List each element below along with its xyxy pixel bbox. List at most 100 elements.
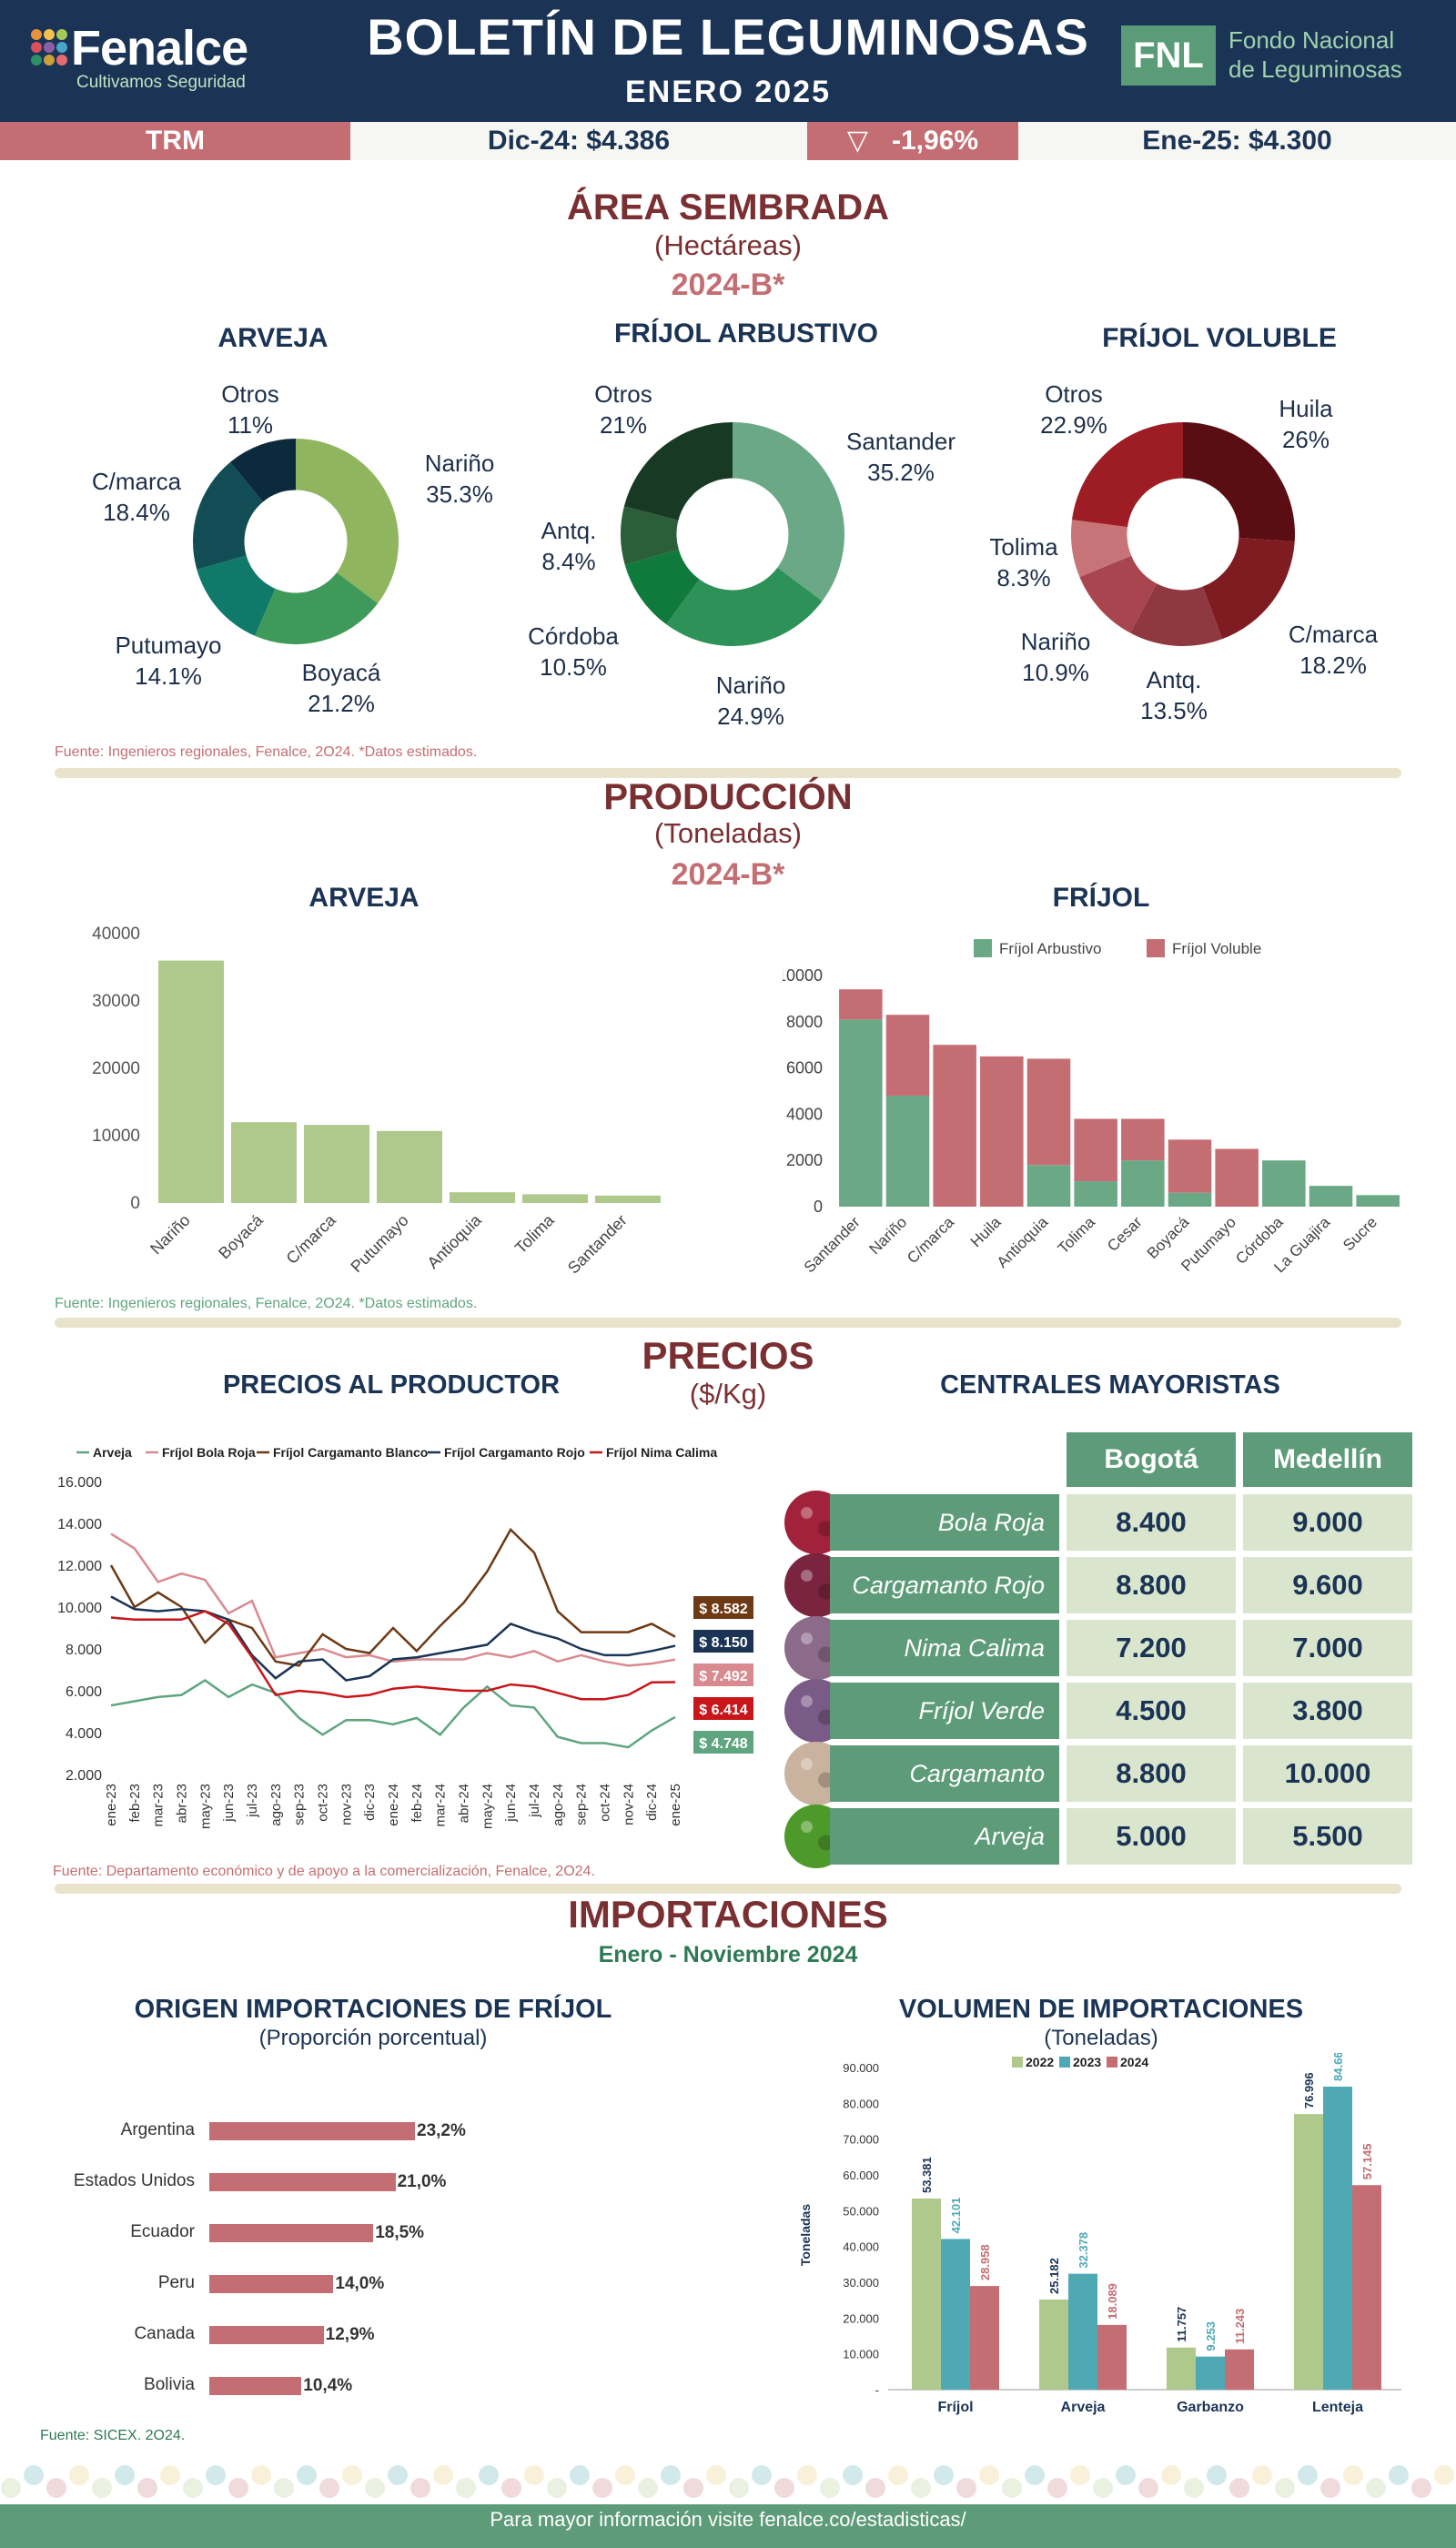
y-tick-label: 70.000 xyxy=(843,2133,879,2147)
bar xyxy=(231,1122,297,1203)
bar-chart-import-volume: 2022 2023 2024 - 10.000 20.000 30.000 40.000 50.… xyxy=(798,2053,1401,2415)
pie-label-name: Tolima xyxy=(989,533,1058,561)
pie-label: Nariño 10.9% xyxy=(1006,626,1106,688)
legend-label: Fríjol Nima Calima xyxy=(606,1445,717,1460)
trm-row: TRM Dic-24: $4.386 ▽ -1,96% Ene-25: $4.30… xyxy=(0,122,1456,160)
decor-dot xyxy=(137,2478,157,2498)
bar xyxy=(1068,2273,1097,2390)
end-value-label: $ 4.748 xyxy=(693,1731,753,1754)
pie-label: Nariño 35.3% xyxy=(400,448,519,510)
decor-dot xyxy=(1298,2465,1318,2485)
bar xyxy=(595,1195,661,1203)
x-tick-label: ago-24 xyxy=(551,1784,566,1826)
decor-dot xyxy=(92,2478,112,2498)
pie-slice xyxy=(621,506,679,565)
pie-arveja-title: ARVEJA xyxy=(217,323,329,353)
logo-dots-icon xyxy=(31,29,67,66)
bar-value-label: 11.757 xyxy=(1175,2307,1188,2342)
wholesale-price-medellin: 10.000 xyxy=(1243,1745,1412,1802)
pie-label-name: Otros xyxy=(1045,380,1103,408)
pie-slice xyxy=(666,567,823,646)
divider xyxy=(55,768,1401,778)
origin-title: ORIGEN IMPORTACIONES DE FRÍJOL xyxy=(134,1995,612,2024)
bar xyxy=(1352,2185,1381,2390)
y-tick-label: 40.000 xyxy=(843,2240,879,2254)
x-tick-label: jul-23 xyxy=(245,1784,260,1818)
decor-dot xyxy=(297,2465,317,2485)
wholesale-price-bogota: 4.500 xyxy=(1067,1683,1236,1739)
x-tick-label: Sucre xyxy=(1340,1213,1380,1254)
legend-label: Arveja xyxy=(93,1445,132,1460)
pie-label-value: 21% xyxy=(599,411,648,439)
prices-title: PRECIOS xyxy=(642,1334,814,1377)
legend-swatch xyxy=(1147,939,1165,957)
decor-dot xyxy=(1343,2465,1363,2485)
pie-label-name: Antq. xyxy=(1146,666,1202,693)
y-tick-label: 10.000 xyxy=(57,1601,102,1616)
decor-dot xyxy=(592,2478,612,2498)
legend-label: Fríjol Bola Roja xyxy=(162,1445,256,1460)
decor-dot xyxy=(1,2478,21,2498)
decor-dot xyxy=(661,2465,681,2485)
bar-value-label: 32.378 xyxy=(1077,2232,1090,2269)
price-line xyxy=(110,1595,676,1682)
decor-dot xyxy=(797,2465,817,2485)
wholesale-title: CENTRALES MAYORISTAS xyxy=(940,1370,1280,1400)
y-tick-label: 8.000 xyxy=(66,1643,102,1658)
y-tick-label: 20000 xyxy=(92,1059,140,1078)
pie-label-value: 35.3% xyxy=(426,480,493,508)
pie-label: Boyacá 21.2% xyxy=(282,657,400,719)
pie-label-name: Boyacá xyxy=(301,659,381,686)
y-tick-label: 50.000 xyxy=(843,2204,879,2218)
wholesale-product: Cargamanto Blanco xyxy=(830,1745,1059,1844)
decor-dot xyxy=(1138,2478,1158,2498)
bar-value-label: 57.145 xyxy=(1360,2143,1374,2179)
bar-segment xyxy=(1121,1118,1165,1161)
divider xyxy=(55,1318,1401,1328)
decor-dot xyxy=(206,2465,226,2485)
decorative-pattern xyxy=(1,2465,1454,2498)
bar-value-label: 9.253 xyxy=(1204,2321,1218,2351)
pie-label-value: 21.2% xyxy=(308,690,375,717)
y-tick-label: 16.000 xyxy=(57,1475,102,1491)
decor-dot xyxy=(46,2478,66,2498)
pie-slice xyxy=(197,555,276,636)
pie-label: Nariño 24.9% xyxy=(692,670,810,732)
pie-arbustivo xyxy=(621,422,844,646)
x-tick-label: Boyacá xyxy=(215,1210,267,1262)
footer-text: Para mayor información visite fenalce.co… xyxy=(490,2508,966,2531)
volume-subtitle: (Toneladas) xyxy=(1044,2026,1158,2050)
end-value-box xyxy=(693,1630,753,1653)
decor-dot xyxy=(1411,2478,1431,2498)
bar xyxy=(941,2239,970,2390)
end-value-text: $ 4.748 xyxy=(699,1736,747,1752)
bar xyxy=(912,2199,941,2390)
bar-frijol-title: FRÍJOL xyxy=(1052,883,1150,913)
decor-dot xyxy=(1366,2478,1386,2498)
decor-dot xyxy=(547,2478,567,2498)
bar xyxy=(1167,2347,1196,2390)
origin-value: 18,5% xyxy=(375,2223,425,2242)
trm-current: Ene-25: $4.300 xyxy=(1018,122,1456,160)
wholesale-price-medellin: 9.000 xyxy=(1243,1494,1412,1551)
legend-label: 2024 xyxy=(1120,2055,1148,2069)
end-value-label: $ 8.150 xyxy=(693,1630,753,1653)
y-tick-label: 20.000 xyxy=(843,2311,879,2325)
pie-slice xyxy=(1072,422,1183,528)
pie-slice xyxy=(1071,520,1132,578)
page-title: BOLETÍN DE LEGUMINOSAS xyxy=(367,8,1089,66)
x-tick-label: Santander xyxy=(801,1213,864,1276)
x-tick-label: abr-24 xyxy=(457,1784,472,1823)
bar xyxy=(970,2286,999,2390)
bar-segment xyxy=(1168,1192,1212,1207)
x-tick-label: Nariño xyxy=(865,1213,910,1258)
x-tick-label: jun-24 xyxy=(503,1784,519,1823)
page-subtitle: ENERO 2025 xyxy=(625,75,831,109)
y-tick-label: 4.000 xyxy=(66,1726,102,1742)
decor-dot xyxy=(729,2478,749,2498)
origin-value: 23,2% xyxy=(417,2121,466,2140)
pie-voluble xyxy=(1071,422,1295,646)
end-value-label: $ 6.414 xyxy=(693,1697,753,1720)
imports-source: Fuente: SICEX. 2O24. xyxy=(40,2428,186,2443)
wholesale-price-medellin: 3.800 xyxy=(1243,1683,1412,1739)
